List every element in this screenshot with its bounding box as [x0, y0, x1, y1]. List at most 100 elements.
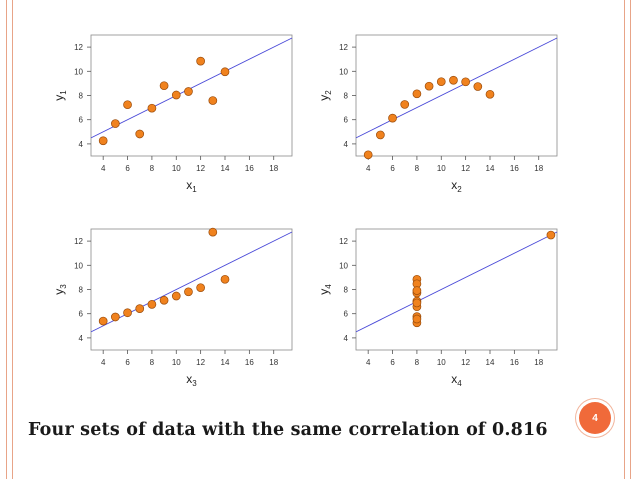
- y-tick-label: 10: [339, 67, 348, 76]
- x-tick-label: 6: [390, 164, 395, 173]
- data-point: [424, 81, 434, 91]
- y-axis-label: y2: [317, 90, 333, 101]
- data-point: [123, 100, 132, 110]
- y-tick-label: 12: [74, 43, 83, 52]
- x-tick-label: 16: [510, 358, 519, 367]
- y-tick-label: 6: [79, 310, 84, 319]
- x-tick-label: 14: [486, 358, 495, 367]
- y-tick-label: 4: [344, 334, 349, 343]
- data-point: [412, 298, 422, 308]
- data-point: [388, 113, 397, 123]
- data-point: [412, 314, 422, 324]
- x-tick-label: 12: [196, 358, 205, 367]
- y-tick-label: 6: [344, 310, 349, 319]
- x-tick-label: 16: [245, 358, 254, 367]
- data-point: [461, 77, 470, 87]
- data-point: [135, 304, 145, 313]
- x-tick-label: 14: [221, 164, 230, 173]
- x-tick-label: 12: [461, 164, 470, 173]
- data-point: [159, 81, 169, 91]
- x-tick-label: 18: [269, 164, 278, 173]
- y-tick-label: 4: [344, 140, 349, 149]
- x-axis-label: x2: [451, 178, 462, 194]
- data-point: [546, 230, 556, 240]
- y-tick-label: 10: [339, 261, 348, 270]
- x-tick-label: 4: [366, 164, 371, 173]
- x-tick-label: 18: [534, 358, 543, 367]
- data-point: [400, 100, 410, 109]
- slide-caption: Four sets of data with the same correlat…: [28, 420, 548, 440]
- data-point: [412, 89, 422, 99]
- data-point: [171, 291, 181, 301]
- x-tick-label: 18: [534, 164, 543, 173]
- x-tick-label: 10: [437, 358, 446, 367]
- data-point: [123, 308, 132, 318]
- x-tick-label: 14: [221, 358, 230, 367]
- data-point: [171, 90, 181, 100]
- data-point: [147, 300, 157, 309]
- x-tick-label: 8: [415, 358, 420, 367]
- regression-line: [90, 37, 293, 139]
- data-point: [363, 150, 373, 160]
- left-frame-stripe: [6, 0, 13, 479]
- y-tick-label: 10: [74, 67, 83, 76]
- x-tick-label: 16: [510, 164, 519, 173]
- regression-line: [90, 231, 293, 333]
- x-tick-label: 6: [390, 358, 395, 367]
- data-point: [135, 129, 145, 139]
- anscombe-quartet-charts: 4 6 8 10 12 4 6 8 10 12 14 16 18 x1 y1 4 6 8 10 12 4 6 8 10 12 14…: [52, 34, 558, 388]
- x-axis-label: x3: [186, 372, 197, 388]
- x-tick-label: 8: [415, 164, 420, 173]
- x-tick-label: 4: [366, 358, 371, 367]
- data-point: [473, 82, 483, 91]
- data-point: [376, 130, 385, 140]
- page-number-badge: 4: [579, 402, 611, 434]
- y-axis-label: y1: [52, 90, 68, 101]
- data-point: [196, 56, 205, 66]
- y-axis-label: y4: [317, 284, 333, 295]
- y-tick-label: 8: [344, 286, 349, 295]
- scatter-panel-2: 4 6 8 10 12 4 6 8 10 12 14 16 18 x2 y2: [317, 34, 558, 194]
- data-point: [196, 283, 205, 293]
- data-point: [208, 227, 218, 237]
- data-point: [111, 312, 120, 322]
- x-tick-label: 18: [269, 358, 278, 367]
- data-point: [98, 316, 108, 326]
- x-tick-label: 12: [461, 358, 470, 367]
- data-point: [436, 77, 446, 87]
- regression-line: [355, 231, 558, 333]
- y-tick-label: 12: [339, 237, 348, 246]
- y-axis-label: y3: [52, 284, 68, 295]
- y-tick-label: 12: [339, 43, 348, 52]
- data-point: [184, 87, 193, 96]
- y-tick-label: 4: [79, 334, 84, 343]
- y-tick-label: 6: [344, 116, 349, 125]
- y-tick-label: 8: [344, 92, 349, 101]
- x-tick-label: 12: [196, 164, 205, 173]
- x-tick-label: 10: [437, 164, 446, 173]
- x-tick-label: 10: [172, 164, 181, 173]
- data-point: [147, 103, 157, 113]
- data-point: [159, 295, 169, 305]
- x-axis-label: x1: [186, 178, 197, 194]
- x-tick-label: 6: [125, 358, 130, 367]
- data-point: [220, 67, 230, 77]
- regression-line: [355, 37, 558, 139]
- x-tick-label: 16: [245, 164, 254, 173]
- x-tick-label: 4: [101, 164, 106, 173]
- data-point: [485, 89, 495, 99]
- y-tick-label: 8: [79, 286, 84, 295]
- x-tick-label: 4: [101, 358, 106, 367]
- data-point: [412, 286, 422, 295]
- y-tick-label: 10: [74, 261, 83, 270]
- y-tick-label: 6: [79, 116, 84, 125]
- data-point: [184, 287, 193, 297]
- data-point: [449, 75, 458, 85]
- scatter-panel-4: 4 6 8 10 12 4 6 8 10 12 14 16 18 x4 y4: [317, 228, 558, 388]
- scatter-panel-1: 4 6 8 10 12 4 6 8 10 12 14 16 18 x1 y1: [52, 34, 293, 194]
- data-point: [208, 96, 218, 105]
- x-axis-label: x4: [451, 372, 462, 388]
- data-point: [98, 136, 108, 146]
- scatter-panel-3: 4 6 8 10 12 4 6 8 10 12 14 16 18 x3 y3: [52, 227, 293, 388]
- x-tick-label: 8: [150, 358, 155, 367]
